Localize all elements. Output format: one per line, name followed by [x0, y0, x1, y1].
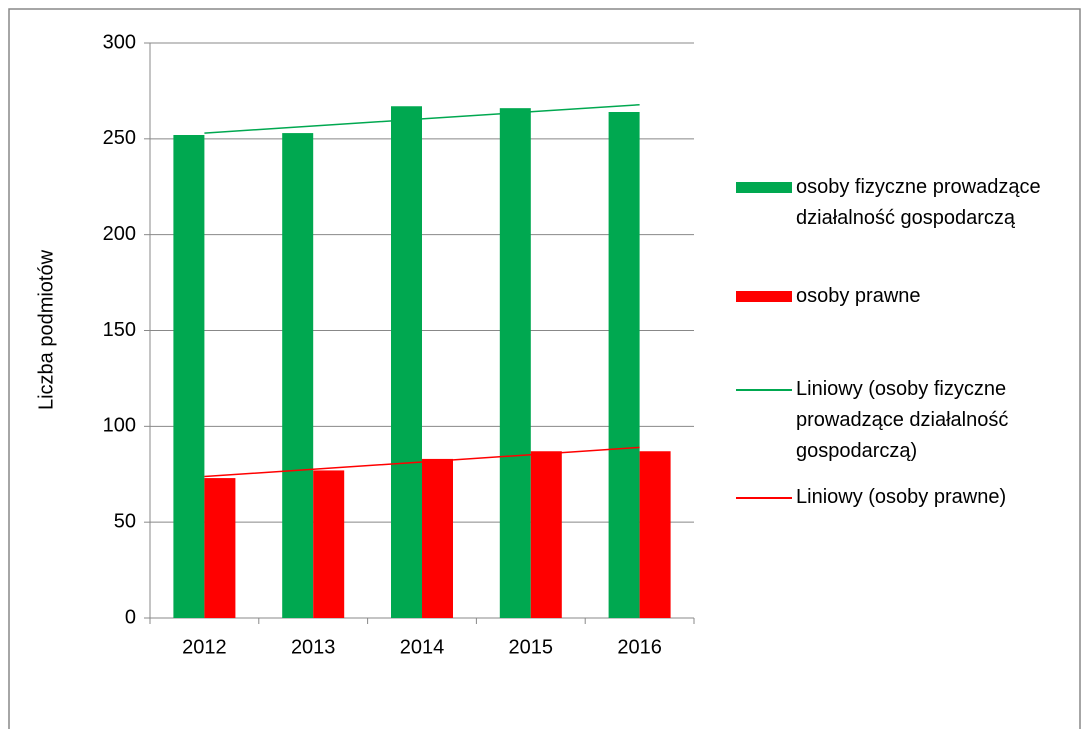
legend-label: osoby fizyczne prowadzące działalność go…: [796, 176, 1041, 229]
y-tick-label: 100: [103, 415, 136, 437]
legend-swatch: [736, 374, 792, 405]
legend-swatch: [736, 172, 792, 203]
legend-label: Liniowy (osoby fizyczne prowadzące dział…: [796, 378, 1009, 462]
bar: [422, 458, 453, 618]
x-tick-label: 2014: [400, 636, 445, 658]
legend-label: osoby prawne: [796, 285, 921, 307]
bar: [608, 112, 640, 618]
legend-item: osoby fizyczne prowadzące działalność go…: [736, 172, 1046, 234]
x-tick-label: 2013: [291, 636, 336, 658]
bar: [530, 451, 562, 618]
x-tick-label: 2016: [617, 636, 662, 658]
legend-label: Liniowy (osoby prawne): [796, 486, 1007, 508]
y-tick-label: 150: [103, 319, 136, 341]
bar: [499, 108, 531, 619]
chart-border: [8, 8, 1081, 729]
x-tick-label: 2012: [182, 636, 227, 658]
bar: [639, 451, 671, 618]
bar: [391, 106, 422, 618]
legend-item: Liniowy (osoby fizyczne prowadzące dział…: [736, 374, 1046, 467]
bar: [282, 133, 314, 619]
y-tick-label: 200: [103, 223, 136, 245]
legend-item: Liniowy (osoby prawne): [736, 482, 1046, 513]
y-tick-label: 300: [103, 31, 136, 53]
trend-line: [204, 446, 640, 478]
legend-item: osoby prawne: [736, 281, 1046, 312]
y-axis-label: Liczba podmiotów: [35, 249, 57, 410]
bar: [173, 135, 205, 618]
legend-swatch: [736, 482, 792, 513]
y-tick-label: 250: [103, 127, 136, 149]
bar: [313, 470, 345, 618]
legend-swatch: [736, 281, 792, 312]
y-tick-label: 50: [114, 510, 136, 532]
y-tick-label: 0: [125, 606, 136, 628]
trend-line: [204, 103, 640, 134]
x-tick-label: 2015: [509, 636, 554, 658]
bar: [204, 478, 236, 618]
